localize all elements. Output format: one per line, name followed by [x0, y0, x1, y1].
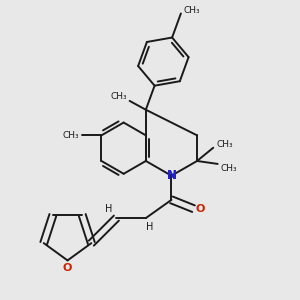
Text: CH₃: CH₃ — [110, 92, 127, 101]
Text: H: H — [105, 204, 113, 214]
Text: O: O — [63, 263, 72, 273]
Text: CH₃: CH₃ — [216, 140, 233, 149]
Text: N: N — [167, 169, 176, 182]
Text: O: O — [195, 204, 205, 214]
Text: CH₃: CH₃ — [63, 131, 80, 140]
Text: CH₃: CH₃ — [184, 6, 200, 15]
Text: N: N — [167, 169, 176, 182]
Text: CH₃: CH₃ — [220, 164, 237, 173]
Text: H: H — [146, 222, 153, 232]
